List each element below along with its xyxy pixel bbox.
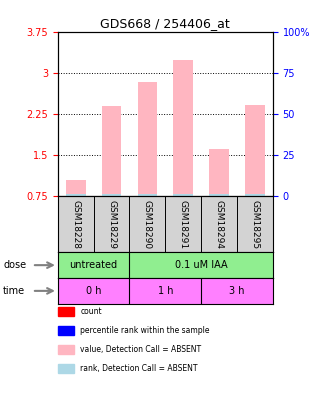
Text: percentile rank within the sample: percentile rank within the sample xyxy=(80,326,210,335)
Text: 3 h: 3 h xyxy=(229,286,245,296)
Bar xyxy=(66,180,86,196)
Text: untreated: untreated xyxy=(70,260,118,270)
Text: time: time xyxy=(3,286,25,296)
Text: GSM18291: GSM18291 xyxy=(179,200,188,249)
Text: 1 h: 1 h xyxy=(158,286,173,296)
Bar xyxy=(137,81,157,196)
Text: GSM18294: GSM18294 xyxy=(214,200,224,249)
Bar xyxy=(245,194,265,196)
Bar xyxy=(245,105,265,196)
Text: 0 h: 0 h xyxy=(86,286,101,296)
Text: rank, Detection Call = ABSENT: rank, Detection Call = ABSENT xyxy=(80,364,198,373)
Bar xyxy=(209,194,229,196)
Text: count: count xyxy=(80,307,102,316)
Text: value, Detection Call = ABSENT: value, Detection Call = ABSENT xyxy=(80,345,201,354)
Bar xyxy=(66,194,86,196)
Title: GDS668 / 254406_at: GDS668 / 254406_at xyxy=(100,17,230,30)
Text: GSM18295: GSM18295 xyxy=(250,200,259,249)
Bar xyxy=(102,106,121,196)
Text: GSM18228: GSM18228 xyxy=(71,200,80,249)
Text: 0.1 uM IAA: 0.1 uM IAA xyxy=(175,260,228,270)
Bar xyxy=(137,194,157,196)
Text: GSM18290: GSM18290 xyxy=(143,200,152,249)
Bar xyxy=(173,194,193,196)
Bar xyxy=(173,60,193,196)
Text: GSM18229: GSM18229 xyxy=(107,200,116,249)
Text: dose: dose xyxy=(3,260,26,270)
Bar xyxy=(102,194,121,196)
Bar xyxy=(209,149,229,196)
